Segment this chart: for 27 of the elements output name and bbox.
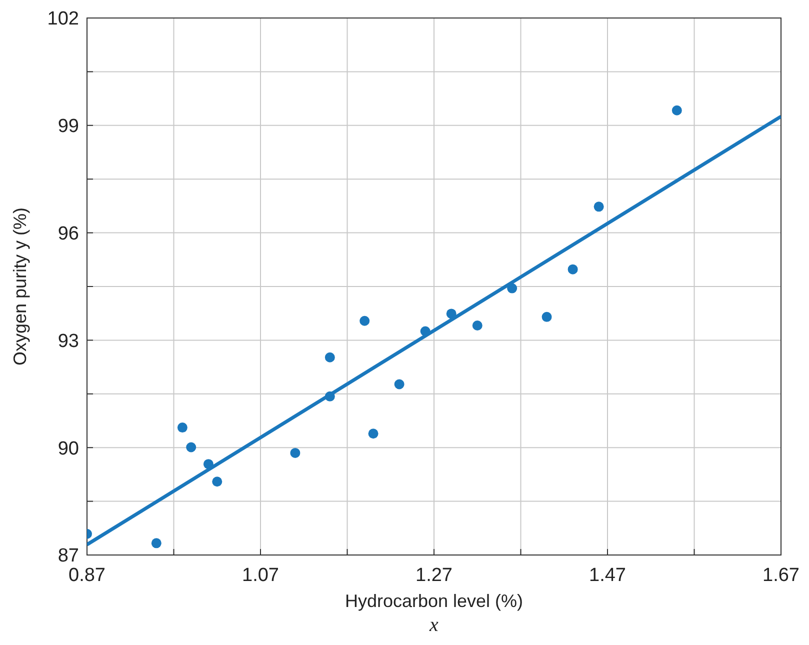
x-tick-label: 1.07 xyxy=(242,565,279,586)
point xyxy=(472,320,482,331)
point xyxy=(568,264,578,274)
x-axis-title: Hydrocarbon level (%) x xyxy=(344,591,524,636)
point xyxy=(177,422,188,433)
point xyxy=(542,312,552,322)
point xyxy=(290,448,300,458)
y-tick-label: 93 xyxy=(58,330,79,352)
point xyxy=(368,428,378,439)
point xyxy=(151,538,162,548)
point xyxy=(594,202,604,212)
x-tick-label: 1.27 xyxy=(416,565,452,586)
y-tick-label: 102 xyxy=(47,8,79,30)
x-tick-label: 1.47 xyxy=(589,565,626,586)
y-tick-label: 96 xyxy=(58,223,79,244)
point xyxy=(394,379,404,390)
x-tick-label: 0.87 xyxy=(68,565,106,586)
y-axis-title: Oxygen purity y (%) xyxy=(10,207,30,366)
y-tick-label: 90 xyxy=(58,438,79,460)
x-tick-label: 1.67 xyxy=(762,565,800,586)
point xyxy=(672,105,682,116)
point xyxy=(212,476,222,487)
y-tick-label: 99 xyxy=(58,116,79,138)
point xyxy=(360,316,370,326)
point xyxy=(186,442,196,452)
y-tick-label: 87 xyxy=(58,546,79,567)
point xyxy=(324,352,335,362)
